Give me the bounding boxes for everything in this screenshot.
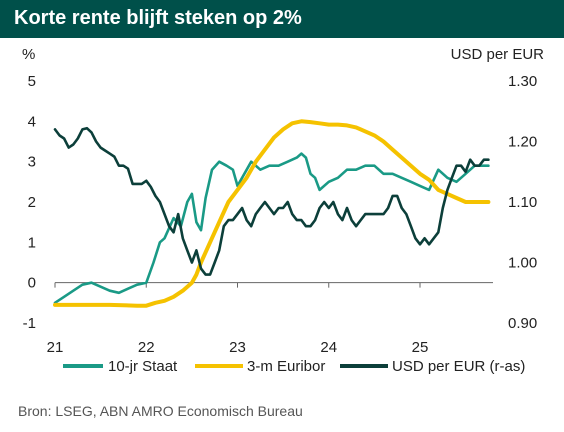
y-left-tick-label: 0 [28, 275, 36, 292]
y-left-tick-label: 2 [28, 194, 36, 211]
title-bar: Korte rente blijft steken op 2% [0, 0, 564, 38]
y-left-tick-label: -1 [23, 315, 36, 332]
source-note: Bron: LSEG, ABN AMRO Economisch Bureau [18, 403, 303, 419]
legend-label: USD per EUR (r-as) [392, 358, 525, 375]
series-layer [53, 119, 491, 308]
chart: % USD per EUR 543210-11.301.201.101.000.… [22, 46, 545, 375]
y-right-tick-label: 1.30 [508, 73, 537, 90]
y-right-tick-label: 1.00 [508, 255, 537, 272]
y-left-tick-label: 5 [28, 73, 36, 90]
x-tick-label: 22 [138, 339, 155, 356]
x-tick-label: 23 [229, 339, 246, 356]
chart-title: Korte rente blijft steken op 2% [14, 7, 302, 29]
y-left-tick-label: 1 [28, 234, 36, 251]
x-tick-label: 25 [412, 339, 429, 356]
series-line-2 [53, 126, 490, 276]
y-right-tick-label: 0.90 [508, 315, 537, 332]
legend-label: 3-m Euribor [247, 358, 325, 375]
left-axis-unit: % [22, 46, 35, 63]
series-line-0 [53, 152, 490, 305]
y-left-tick-label: 4 [28, 113, 36, 130]
y-right-tick-label: 1.10 [508, 194, 537, 211]
series-line-1 [53, 119, 491, 308]
right-axis-unit: USD per EUR [451, 46, 545, 63]
x-tick-label: 21 [47, 339, 64, 356]
legend-label: 10-jr Staat [108, 358, 178, 375]
y-left-tick-label: 3 [28, 154, 36, 171]
y-right-tick-label: 1.20 [508, 134, 537, 151]
x-tick-label: 24 [320, 339, 337, 356]
legend: 10-jr Staat 3-m Euribor USD per EUR (r-as) [63, 358, 525, 375]
